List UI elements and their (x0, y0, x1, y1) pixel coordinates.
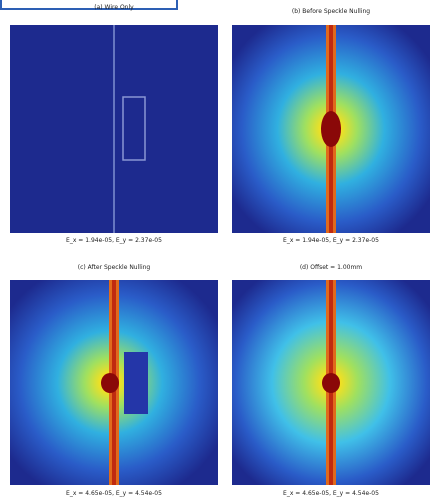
panel-image (232, 280, 430, 485)
panel-caption: E_x = 4.65e-05, E_y = 4.54e-05 (10, 489, 218, 499)
panel-image (10, 280, 218, 485)
panel-caption: E_x = 1.94e-05, E_y = 2.37e-05 (10, 236, 218, 246)
panel-title: (c) After Speckle Nulling (10, 262, 218, 274)
panel-image (10, 25, 218, 233)
panel-title: (b) Before Speckle Nulling (232, 6, 430, 18)
page: (a) Wire Only E_x = 1.94e-05, E_y = 2.37… (0, 0, 434, 500)
panel-caption: E_x = 4.65e-05, E_y = 4.54e-05 (232, 489, 430, 499)
panel-title: (a) Wire Only (10, 2, 218, 14)
panel-caption: E_x = 1.94e-05, E_y = 2.37e-05 (232, 236, 430, 246)
panel-title: (d) Offset = 1.00mm (232, 262, 430, 274)
panel-image (232, 25, 430, 233)
